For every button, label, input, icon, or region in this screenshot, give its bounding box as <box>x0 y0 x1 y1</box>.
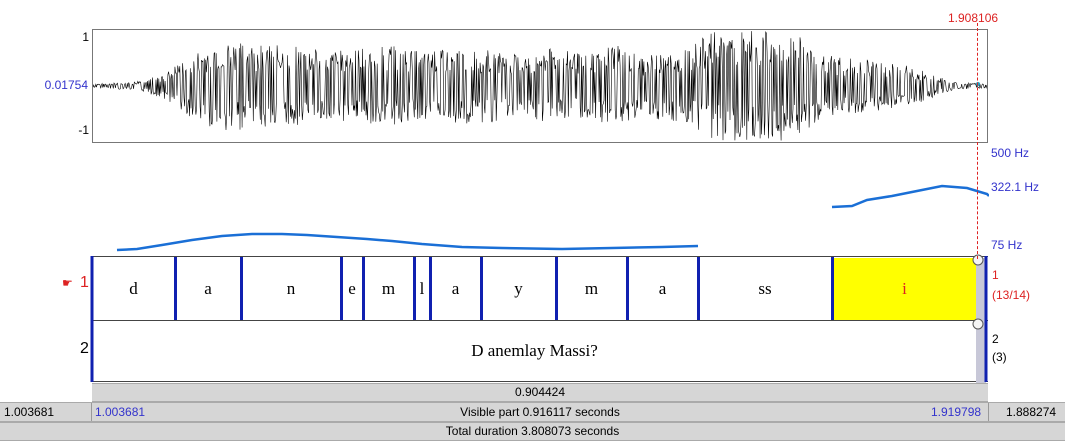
tier-1-interval[interactable]: a <box>451 279 460 298</box>
tier-1-interval[interactable]: e <box>348 279 356 298</box>
right-divider <box>988 403 989 421</box>
pitch-panel[interactable] <box>92 143 989 258</box>
tier-1-boundary[interactable] <box>340 257 343 320</box>
visible-part-label: Visible part 0.916117 seconds <box>460 405 620 419</box>
tier-1-boundary[interactable] <box>697 257 700 320</box>
pitch-top-label: 500 Hz <box>991 146 1030 160</box>
cursor-line <box>977 23 978 259</box>
tier-1-interval[interactable]: m <box>381 279 396 298</box>
left-divider <box>91 403 92 421</box>
tier-1-boundary[interactable] <box>174 257 177 320</box>
tier-1-boundary[interactable] <box>626 257 629 320</box>
total-duration-bar[interactable]: Total duration 3.808073 seconds <box>0 422 1065 441</box>
tier-2-boundary-handle <box>972 318 984 330</box>
tier-1-right-count: (13/14) <box>992 288 1031 302</box>
tier-1-boundary[interactable] <box>831 257 834 320</box>
tier-1-interval[interactable]: ss <box>758 279 772 298</box>
tier-1-boundary[interactable] <box>555 257 558 320</box>
tier-divider <box>92 320 988 321</box>
tier-frame <box>92 256 988 382</box>
tier-1-interval[interactable]: i <box>832 258 977 320</box>
left-outer-time: 1.003681 <box>4 405 55 419</box>
pitch-contour <box>116 232 699 252</box>
tier-1-right-number: 1 <box>992 268 999 282</box>
tier-1-interval[interactable]: a <box>658 279 667 298</box>
tier-2-right-number: 2 <box>992 332 999 346</box>
tier-1-boundary[interactable] <box>240 257 243 320</box>
pitch-bottom-label: 75 Hz <box>991 238 1023 252</box>
tier-1-boundary[interactable] <box>362 257 365 320</box>
tier-2-number: 2 <box>80 340 89 357</box>
boundary-overlay <box>90 254 988 388</box>
right-outer-time: 1.888274 <box>1006 405 1057 419</box>
tier-1-interval[interactable]: l <box>419 279 425 298</box>
tier-1-pointer-icon: ☛ <box>62 276 73 290</box>
tier-1-interval[interactable]: m <box>584 279 599 298</box>
cursor-time-label: 1.908106 <box>948 11 999 25</box>
waveform-y-top: 1 <box>82 30 89 44</box>
waveform-svg <box>93 30 987 141</box>
tier-1-boundary[interactable] <box>480 257 483 320</box>
tier-1-interval[interactable]: d <box>129 279 138 298</box>
top-strip <box>0 0 1065 28</box>
waveform-trace <box>93 30 987 141</box>
left-inner-time: 1.003681 <box>95 405 146 419</box>
tier-1-interval[interactable]: a <box>204 279 212 298</box>
tier-2-right-count: (3) <box>992 350 1007 364</box>
tier-1-interval[interactable]: y <box>514 279 523 298</box>
waveform-y-bottom: -1 <box>78 123 89 137</box>
right-inner-time: 1.919798 <box>931 405 982 419</box>
tier-1-boundary-handle <box>972 254 984 266</box>
waveform-panel[interactable] <box>92 29 988 143</box>
tier-1-boundary[interactable] <box>413 257 416 320</box>
tier-1-number: 1 <box>80 274 89 291</box>
pitch-cursor-label: 322.1 Hz <box>991 180 1040 194</box>
tier-2-interval[interactable]: D anemlay Massi? <box>471 341 598 360</box>
selection-duration-bar[interactable]: 0.904424 <box>92 383 988 402</box>
tier-1-interval[interactable]: n <box>286 279 296 298</box>
pitch-contour <box>831 184 989 209</box>
visible-part-bar[interactable] <box>0 402 1065 422</box>
waveform-y-mid: 0.01754 <box>44 78 88 92</box>
tier-1-boundary[interactable] <box>429 257 432 320</box>
